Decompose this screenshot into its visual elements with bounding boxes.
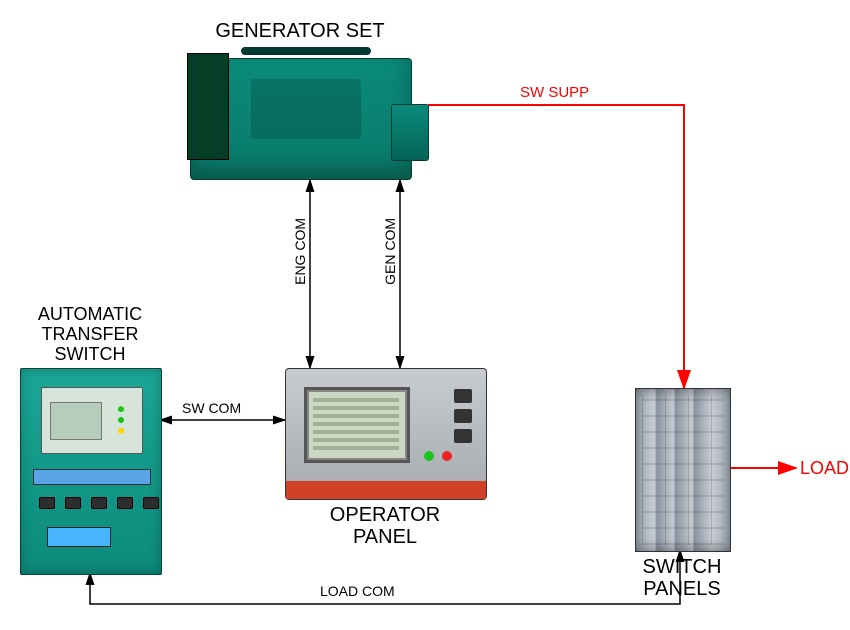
generator-node [190, 58, 412, 180]
switch-node [635, 388, 731, 552]
ats-title: AUTOMATIC TRANSFER SWITCH [12, 304, 168, 364]
load-com-label: LOAD COM [320, 583, 395, 599]
switch-title: SWITCH PANELS [622, 556, 742, 600]
operator-title: OPERATOR PANEL [285, 504, 485, 548]
generator-icon [190, 58, 412, 180]
eng-com-label: ENG COM [292, 218, 308, 285]
ats-icon [20, 368, 162, 575]
ats-node [20, 368, 162, 575]
generator-title: GENERATOR SET [190, 20, 410, 43]
load-label: LOAD [800, 458, 849, 479]
sw-supp-label: SW SUPP [520, 84, 589, 101]
gen-com-label: GEN COM [382, 218, 398, 285]
operator-icon [285, 368, 487, 500]
operator-node [285, 368, 487, 500]
edge-sw-supp [428, 105, 684, 388]
sw-com-label: SW COM [182, 400, 241, 416]
switch-panels-icon [635, 388, 731, 552]
